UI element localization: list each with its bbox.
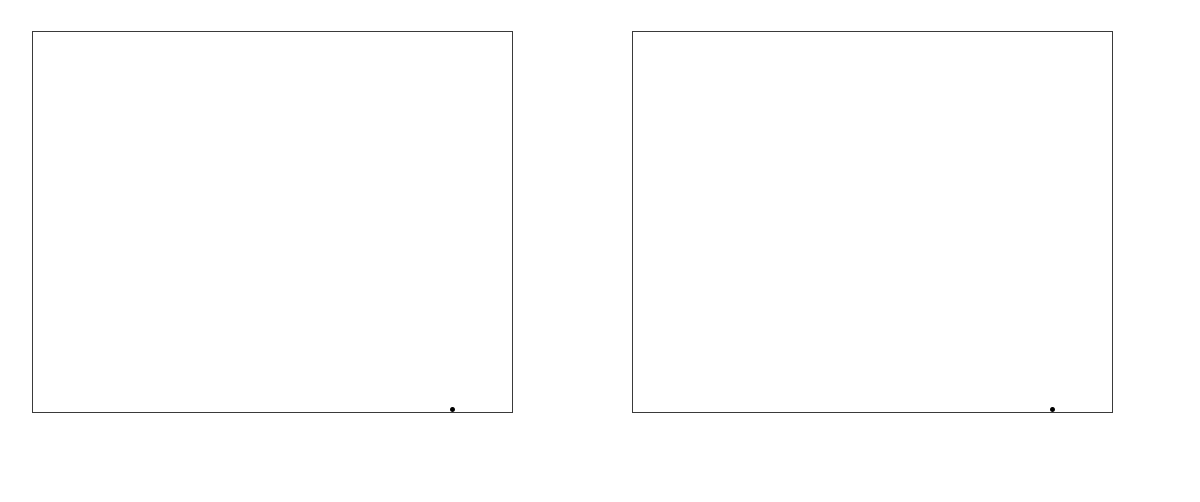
left-aqs-legend-dot	[450, 407, 455, 412]
right-map-clip	[633, 32, 1112, 412]
left-y-axis	[0, 31, 32, 413]
right-aqs-legend-dot	[1050, 407, 1055, 412]
left-colorbar[interactable]	[545, 49, 556, 413]
right-map-plot-area[interactable]	[632, 31, 1113, 413]
left-map-clip	[33, 32, 512, 412]
left-map-svg	[33, 32, 512, 412]
left-map-plot-area[interactable]	[32, 31, 513, 413]
right-map-svg	[633, 32, 1112, 412]
left-x-axis	[32, 413, 513, 443]
right-y-axis	[600, 31, 632, 413]
right-colorbar[interactable]	[1145, 49, 1156, 413]
right-x-axis	[632, 413, 1113, 443]
panel-model-concentration	[0, 31, 556, 443]
panel-bias	[600, 0, 1200, 502]
